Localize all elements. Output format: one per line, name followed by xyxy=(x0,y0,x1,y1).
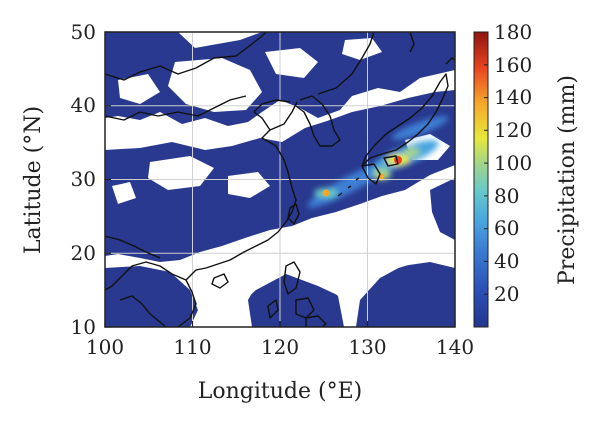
colorbar-tick-label: 140 xyxy=(494,85,532,109)
colorbar-tick-label: 100 xyxy=(494,151,532,175)
coastlines xyxy=(105,32,455,327)
x-tick-label: 130 xyxy=(348,335,386,359)
colorbar-label: Precipitation (mm) xyxy=(555,75,580,285)
japan-shikoku xyxy=(383,155,399,167)
x-axis-label: Longitude (°E) xyxy=(198,379,362,404)
philippines-visayas xyxy=(295,297,315,319)
colorbar-tick-label: 20 xyxy=(494,282,519,306)
y-tick-label: 10 xyxy=(71,315,96,339)
colorbar-tick-label: 180 xyxy=(494,20,532,44)
colorbar xyxy=(473,31,489,328)
precip-south-west xyxy=(105,266,198,327)
japan-hokkaido xyxy=(445,57,455,65)
philippines-mindanao xyxy=(305,315,327,327)
y-tick-label: 40 xyxy=(71,93,96,117)
map-field xyxy=(105,32,455,327)
x-tick-marks xyxy=(104,321,456,327)
korea-peninsula xyxy=(295,95,341,147)
precip-south-east xyxy=(356,262,455,327)
grid-lines xyxy=(105,32,455,327)
max-marker-2 xyxy=(322,189,330,197)
myanmar-border xyxy=(105,235,161,259)
bohai-coast xyxy=(253,99,291,131)
intensity-highlights xyxy=(307,116,449,208)
colorbar-tick-label: 60 xyxy=(494,216,519,240)
taiwan xyxy=(287,203,300,225)
y-axis-label: Latitude (°N) xyxy=(21,106,46,254)
russia-coast xyxy=(317,32,375,95)
y-tick-label: 30 xyxy=(71,167,96,191)
vietnam-coast xyxy=(177,267,207,327)
japan-honshu xyxy=(361,73,449,167)
sakhalin xyxy=(409,32,415,53)
china-inland-border xyxy=(105,32,267,81)
hainan xyxy=(211,273,229,289)
x-tick-label: 100 xyxy=(86,335,124,359)
palawan xyxy=(267,299,279,319)
colorbar-tick-label: 80 xyxy=(494,184,519,208)
colorbar-tick-label: 120 xyxy=(494,118,532,142)
indochina-border xyxy=(105,261,187,291)
colorbar-tick-marks xyxy=(484,31,488,295)
y-tick-label: 20 xyxy=(71,241,96,265)
x-tick-label: 120 xyxy=(261,335,299,359)
y-tick-label: 50 xyxy=(71,20,96,44)
colorbar-tick-label: 160 xyxy=(494,53,532,77)
japan-kyushu xyxy=(361,163,381,185)
x-tick-label: 110 xyxy=(173,335,211,359)
colorbar-tick-label: 40 xyxy=(494,249,519,273)
precip-east-edge xyxy=(430,178,455,240)
ryukyu-islands xyxy=(337,177,360,197)
philippines-luzon xyxy=(283,261,301,295)
thailand-coast xyxy=(119,295,167,327)
y-tick-marks xyxy=(105,31,111,328)
x-tick-label: 140 xyxy=(436,335,474,359)
mongolia-border xyxy=(105,95,247,121)
